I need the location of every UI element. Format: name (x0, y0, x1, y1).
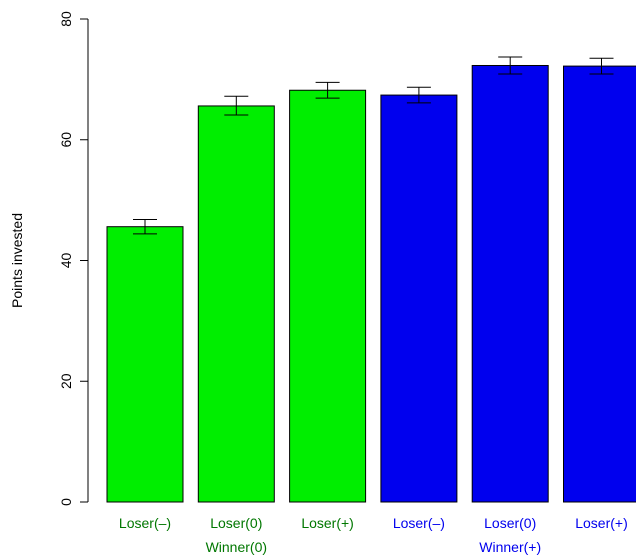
x-tick-label: Loser(0) (210, 515, 262, 531)
bar (289, 89, 367, 503)
bars-layer (106, 64, 636, 503)
group-label: Winner(0) (206, 539, 267, 555)
x-tick-label: Loser(–) (119, 515, 171, 531)
x-tick-label: Loser(–) (393, 515, 445, 531)
bar (380, 94, 458, 503)
x-tick-label: Loser(+) (575, 515, 628, 531)
y-tick-label: 40 (58, 253, 74, 269)
y-tick-label: 20 (58, 373, 74, 389)
bar (197, 105, 275, 503)
bar (563, 65, 636, 503)
y-axis-label: Points invested (9, 213, 25, 308)
bar (106, 226, 184, 503)
x-tick-labels: Loser(–) Loser(0) Loser(+) Loser(–) Loser(0)… (119, 515, 628, 555)
error-bars-layer (133, 56, 614, 235)
y-tick-label: 80 (58, 11, 74, 27)
x-tick-label: Loser(0) (484, 515, 536, 531)
y-tick-label: 0 (58, 498, 74, 506)
bar (471, 64, 549, 503)
y-tick-label: 60 (58, 132, 74, 148)
x-tick-label: Loser(+) (301, 515, 354, 531)
y-axis: 0 20 40 60 80 (58, 11, 89, 506)
group-label: Winner(+) (479, 539, 541, 555)
